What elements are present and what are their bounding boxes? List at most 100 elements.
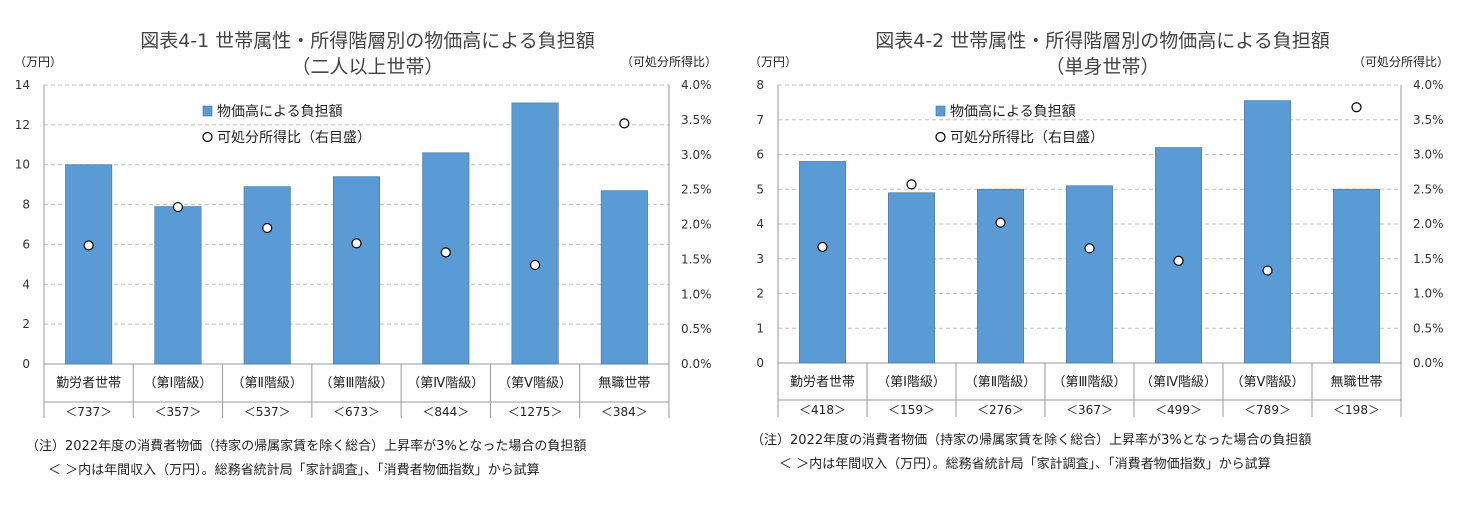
ratio-point [619,118,630,129]
y-tick-label: 4 [22,277,30,291]
income-label: ＜367＞ [1066,403,1113,417]
category-label: （第Ⅱ階級） [232,376,303,391]
income-label: ＜673＞ [333,405,380,419]
legend-label: 可処分所得比（右目盛） [950,129,1104,146]
category-label: 勤労者世帯 [790,375,855,390]
y-tick-label: 2 [756,287,764,301]
legend-label: 物価高による負担額 [950,103,1076,120]
category-label: （第Ⅳ階級） [1140,375,1217,390]
income-label: ＜198＞ [1333,403,1380,417]
bar [154,206,202,365]
y2-tick-label: 0.0% [681,357,712,371]
chart-title: 図表4-2 世帯属性・所得階層別の物価高による負担額 [875,30,1330,52]
ratio-point [1173,255,1184,266]
chart-subtitle: （単身世帯） [1045,56,1160,78]
ratio-point [817,241,828,253]
bar [799,161,846,364]
y2-tick-label: 1.0% [1413,287,1444,301]
bar-chart-left: （万円） （可処分所得比） 0 2 4 6 8 10 12 14 0.0% 0.5% 1.0% 1.5% 2… [14,54,717,419]
bar [600,190,648,365]
note-line-1: （注）2022年度の消費者物価（持家の帰属家賃を除く総合）上昇率が3%となった場… [751,433,1312,448]
y-tick-label: 0 [22,357,30,371]
bar [977,188,1024,364]
left-axis-unit: （万円） [749,55,797,69]
y2-tick-label: 2.0% [681,218,712,232]
y2-tick-label: 4.0% [1413,78,1444,92]
bar [888,192,935,364]
bar [1066,185,1113,364]
y-tick-label: 2 [22,317,30,331]
legend-label: 物価高による負担額 [217,103,343,120]
y2-tick-label: 1.0% [681,287,712,301]
income-label: ＜789＞ [1244,403,1291,417]
ratio-point [262,222,273,234]
right-axis-unit: （可処分所得比） [1353,54,1449,69]
bar [65,164,113,365]
legend-marker-swatch [935,131,946,143]
bar-chart-right: （万円） （可処分所得比） 0 1 2 3 4 5 6 7 8 0.0% 0.5% 1.0% 1.5% 2.0… [749,54,1449,417]
bar [422,152,470,365]
legend-label: 可処分所得比（右目盛） [217,129,371,146]
y2-tick-label: 0.5% [681,322,712,336]
category-label: 無職世帯 [598,376,650,391]
ratio-point [906,179,917,190]
ratio-point [1351,102,1362,113]
y-tick-label: 1 [756,321,764,335]
note-line-1: （注）2022年度の消費者物価（持家の帰属家賃を除く総合）上昇率が3%となった場… [26,439,587,454]
category-label: （第Ⅱ階級） [965,375,1036,390]
ratio-point [1084,243,1095,254]
legend-bar-swatch [935,105,946,117]
ratio-point [83,240,94,251]
income-label: ＜159＞ [888,403,935,417]
category-label: （第Ⅲ階級） [320,376,394,391]
y-tick-label: 8 [22,198,30,212]
ratio-point [529,259,541,271]
income-label: ＜276＞ [977,403,1024,417]
income-label: ＜499＞ [1155,403,1202,417]
ratio-point [440,247,451,258]
y-tick-label: 5 [756,182,764,196]
category-label: （第Ⅰ階級） [144,376,213,391]
y2-tick-label: 0.0% [1413,356,1444,370]
ratio-point [351,238,362,249]
note-line-2: ＜ ＞内は年間収入（万円）。総務省統計局「家計調査」、「消費者物価指数」から試算 [779,457,1271,472]
income-label: ＜1275＞ [508,405,563,419]
chart-subtitle: （二人以上世帯） [291,56,444,78]
chart-title: 図表4-1 世帯属性・所得階層別の物価高による負担額 [140,30,595,52]
y-tick-label: 0 [756,356,764,370]
ratio-point [995,217,1006,228]
ratio-point [172,201,184,213]
y-tick-label: 7 [756,113,764,127]
y-tick-label: 6 [22,237,30,251]
left-axis-unit: （万円） [14,55,62,69]
income-label: ＜737＞ [65,405,112,419]
category-label: （第Ⅲ階級） [1053,375,1127,390]
bar [1244,100,1291,364]
y-tick-label: 8 [756,78,764,92]
y2-tick-label: 2.0% [1413,217,1444,231]
y2-tick-label: 2.5% [1413,182,1444,196]
y-tick-label: 14 [15,78,30,92]
income-label: ＜537＞ [244,405,291,419]
bar [511,102,559,365]
bar [1155,147,1202,364]
y-tick-label: 4 [756,217,764,231]
chart-panel-left: 図表4-1 世帯属性・所得階層別の物価高による負担額 （二人以上世帯） （万円）… [14,30,717,478]
y2-tick-label: 3.0% [1413,148,1444,162]
y-tick-label: 3 [756,252,764,266]
note-line-2: ＜ ＞内は年間収入（万円）。総務省統計局「家計調査」、「消費者物価指数」から試算 [48,463,540,478]
y2-tick-label: 3.0% [681,148,712,162]
y2-tick-label: 1.5% [681,252,712,266]
category-label: （第Ⅳ階級） [407,376,484,391]
y2-tick-label: 3.5% [681,113,712,127]
y2-tick-label: 0.5% [1413,321,1444,335]
category-label: （第Ⅴ階級） [1231,375,1305,390]
category-label: 勤労者世帯 [56,376,121,391]
ratio-point [1262,265,1273,276]
y2-tick-label: 4.0% [681,78,712,92]
y-tick-label: 12 [15,118,30,132]
income-label: ＜384＞ [601,405,648,419]
bar [243,186,291,365]
legend-marker-swatch [202,131,213,143]
income-label: ＜418＞ [799,403,846,417]
